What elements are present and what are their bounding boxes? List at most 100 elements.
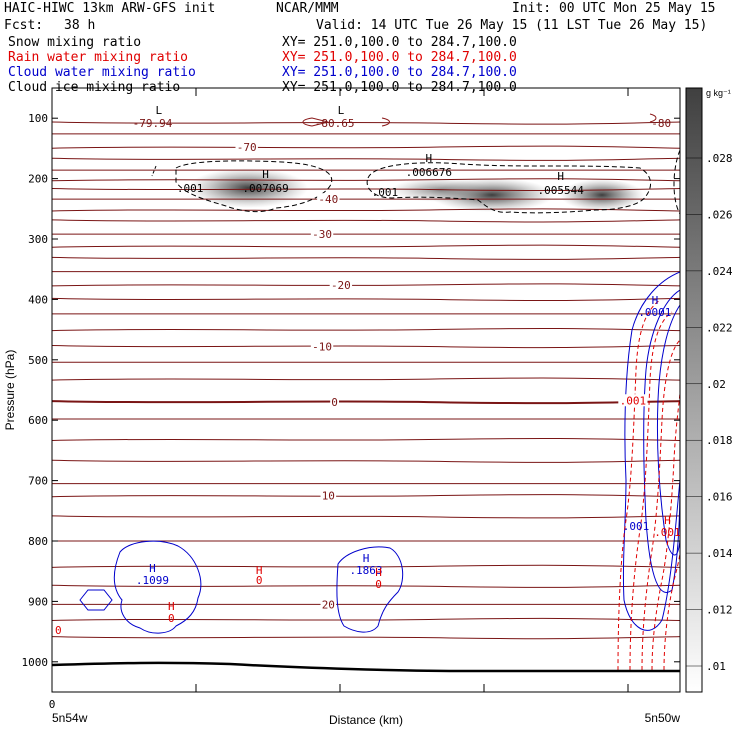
colorbar-tick-label: .02 bbox=[706, 378, 726, 391]
isotherm-label: 0 bbox=[331, 396, 338, 409]
x-left-location-label: 5n54w bbox=[52, 711, 88, 725]
field-name-rain: Rain water mixing ratio bbox=[8, 50, 189, 65]
colorbar-tick-label: .01 bbox=[706, 660, 726, 673]
init-time: Init: 00 UTC Mon 25 May 15 bbox=[512, 1, 716, 16]
cloud-water-max-value: .1099 bbox=[136, 574, 169, 587]
valid-time: Valid: 14 UTC Tue 26 May 15 (11 LST Tue … bbox=[316, 18, 708, 33]
isotherm-label-bg bbox=[329, 278, 353, 291]
isotherm-line bbox=[52, 219, 680, 223]
rain-contour bbox=[617, 299, 661, 671]
colorbar-tick-label: .028 bbox=[706, 152, 733, 165]
cloud-water-max-marker: H bbox=[363, 552, 370, 565]
cloud-water-max-marker: H bbox=[149, 562, 156, 575]
ice-max-value: .006676 bbox=[406, 166, 452, 179]
ice-contour-label: .001 bbox=[372, 186, 399, 199]
colorbar-tick-label: .026 bbox=[706, 208, 733, 221]
isotherm-line bbox=[52, 256, 680, 260]
field-xy-cloud-water: XY= 251.0,100.0 to 284.7,100.0 bbox=[282, 65, 517, 80]
isotherm-line bbox=[52, 494, 680, 498]
isotherm-label-bg bbox=[330, 396, 339, 409]
low-marker bbox=[381, 117, 390, 127]
isotherm-line bbox=[52, 145, 680, 149]
cloud-water-max-marker: H bbox=[652, 294, 659, 307]
y-tick-label: 900 bbox=[28, 595, 48, 608]
ice-max-marker: H bbox=[262, 168, 269, 181]
isotherm-line bbox=[52, 157, 680, 161]
isotherm-line bbox=[52, 584, 680, 588]
isotherm-label: -20 bbox=[331, 279, 351, 292]
fcst-label: Fcst: bbox=[4, 18, 44, 33]
y-tick-label: 1000 bbox=[22, 656, 49, 669]
cloud-water-max-value: .0001 bbox=[638, 306, 671, 319]
isotherm-line bbox=[52, 208, 680, 212]
isotherm-label-bg bbox=[310, 340, 334, 353]
colorbar-tick-label: .024 bbox=[706, 265, 733, 278]
isotherm-line bbox=[52, 515, 680, 519]
rain-max-value: 0 bbox=[168, 612, 175, 625]
cloud-water-max-value: .1863 bbox=[349, 564, 382, 577]
isotherm-line bbox=[52, 283, 680, 287]
low-center-value: -80.65 bbox=[315, 117, 355, 130]
isotherm-line bbox=[52, 617, 680, 622]
isotherm-label: -40 bbox=[318, 193, 338, 206]
surface-line bbox=[51, 661, 680, 673]
x-right-location-label: 5n50w bbox=[645, 711, 681, 725]
isotherm-label: 10 bbox=[322, 490, 335, 503]
ice-max-marker: H bbox=[557, 170, 564, 183]
rain-max-marker: H bbox=[375, 566, 382, 579]
colorbar-tick-label: .018 bbox=[706, 434, 733, 447]
y-axis-title: Pressure (hPa) bbox=[3, 350, 17, 431]
field-name-cloud-water: Cloud water mixing ratio bbox=[8, 65, 196, 80]
isotherm-label-bg bbox=[320, 489, 337, 502]
cloud-water-contour bbox=[113, 540, 202, 634]
x-axis-title: Distance (km) bbox=[329, 713, 403, 727]
isotherm-line bbox=[52, 437, 680, 442]
isotherm-label-bg bbox=[310, 228, 334, 241]
ice-contour bbox=[151, 165, 157, 177]
isotherm-line bbox=[52, 178, 680, 182]
isotherm-line bbox=[52, 121, 680, 125]
rain-max-value: 0 bbox=[55, 624, 62, 637]
field-xy-snow: XY= 251.0,100.0 to 284.7,100.0 bbox=[282, 35, 517, 50]
org-label: NCAR/MMM bbox=[276, 1, 339, 16]
isotherm-line bbox=[52, 345, 680, 349]
isotherm-label-bg bbox=[317, 193, 340, 206]
rain-max-marker: H bbox=[168, 600, 175, 613]
rain-contour-label: .001 bbox=[620, 394, 647, 407]
isotherm-line bbox=[52, 244, 680, 248]
colorbar-tick-label: .022 bbox=[706, 321, 733, 334]
cloud-water-contour bbox=[656, 304, 680, 556]
y-tick-label: 700 bbox=[28, 475, 48, 488]
isotherm-line bbox=[52, 400, 680, 405]
isotherm-line bbox=[52, 636, 680, 640]
chart-title: HAIC-HIWC 13km ARW-GFS init bbox=[4, 1, 216, 16]
plot-frame bbox=[51, 87, 681, 693]
rain-contour-label-bg bbox=[618, 394, 648, 407]
isotherm-label: 20 bbox=[322, 598, 335, 611]
isotherm-label: -70 bbox=[237, 141, 257, 154]
ice-contour bbox=[673, 149, 680, 215]
cloud-water-contour-label: .001 bbox=[623, 520, 650, 533]
colorbar-unit: g kg⁻¹ bbox=[706, 88, 731, 98]
colorbar-tick-label: .012 bbox=[706, 604, 733, 617]
low-center-value: -79.94 bbox=[133, 117, 173, 130]
fcst-value: 38 h bbox=[64, 18, 96, 33]
low-center-marker: L bbox=[338, 104, 345, 117]
y-tick-label: 300 bbox=[28, 233, 48, 246]
y-tick-label: 600 bbox=[28, 414, 48, 427]
field-xy-rain: XY= 251.0,100.0 to 284.7,100.0 bbox=[282, 50, 517, 65]
ice-contour-label: .001 bbox=[177, 182, 204, 195]
rain-max-marker: H bbox=[256, 564, 263, 577]
y-tick-label: 400 bbox=[28, 293, 48, 306]
rain-contour bbox=[651, 389, 680, 671]
isotherm-line bbox=[52, 459, 680, 463]
colorbar bbox=[685, 87, 703, 693]
cloud-water-contour bbox=[336, 546, 404, 633]
rain-contour bbox=[663, 549, 680, 671]
isotherm-line bbox=[52, 187, 680, 192]
rain-max-value: 0 bbox=[256, 574, 263, 587]
low-center-value: -80 bbox=[651, 117, 671, 130]
low-marker bbox=[649, 113, 657, 123]
colorbar-tick-label: .014 bbox=[706, 547, 733, 560]
